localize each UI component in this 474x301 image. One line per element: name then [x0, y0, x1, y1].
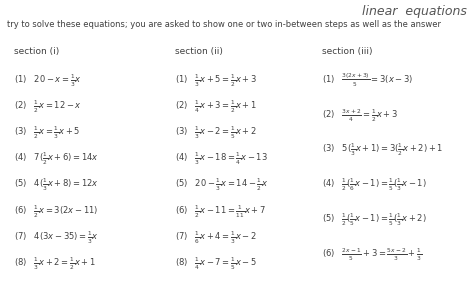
- Text: (1)   $20 - x = \frac{1}{3}x$: (1) $20 - x = \frac{1}{3}x$: [14, 72, 82, 88]
- Text: (2)   $\frac{3x + 2}{4} = \frac{1}{2}x + 3$: (2) $\frac{3x + 2}{4} = \frac{1}{2}x + 3…: [322, 107, 398, 123]
- Text: (8)   $\frac{1}{4}x - 7 = \frac{1}{5}x - 5$: (8) $\frac{1}{4}x - 7 = \frac{1}{5}x - 5…: [175, 256, 257, 272]
- Text: (3)   $\frac{1}{3}x - 2 = \frac{1}{5}x + 2$: (3) $\frac{1}{3}x - 2 = \frac{1}{5}x + 2…: [175, 125, 257, 141]
- Text: section (i): section (i): [14, 47, 59, 56]
- Text: (5)   $20 - \frac{1}{3}x = 14 - \frac{1}{2}x$: (5) $20 - \frac{1}{3}x = 14 - \frac{1}{2…: [175, 177, 269, 193]
- Text: (6)   $\frac{1}{2}x = 3(2x - 11)$: (6) $\frac{1}{2}x = 3(2x - 11)$: [14, 203, 99, 219]
- Text: (6)   $\frac{1}{2}x - 11 = \frac{1}{11}x + 7$: (6) $\frac{1}{2}x - 11 = \frac{1}{11}x +…: [175, 203, 266, 219]
- Text: (2)   $\frac{1}{2}x = 12 - x$: (2) $\frac{1}{2}x = 12 - x$: [14, 98, 82, 115]
- Text: (5)   $4(\frac{1}{3}x + 8) = 12x$: (5) $4(\frac{1}{3}x + 8) = 12x$: [14, 177, 99, 193]
- Text: (7)   $4(3x - 35) = \frac{1}{3}x$: (7) $4(3x - 35) = \frac{1}{3}x$: [14, 229, 99, 246]
- Text: (2)   $\frac{1}{4}x + 3 = \frac{1}{2}x + 1$: (2) $\frac{1}{4}x + 3 = \frac{1}{2}x + 1…: [175, 98, 257, 115]
- Text: (5)   $\frac{1}{2}(\frac{1}{5}x - 1) = \frac{1}{5}(\frac{1}{3}x + 2)$: (5) $\frac{1}{2}(\frac{1}{5}x - 1) = \fr…: [322, 212, 427, 228]
- Text: try to solve these equations; you are asked to show one or two in-between steps : try to solve these equations; you are as…: [7, 20, 441, 29]
- Text: (3)   $5(\frac{1}{3}x + 1) = 3(\frac{1}{2}x + 2) + 1$: (3) $5(\frac{1}{3}x + 1) = 3(\frac{1}{2}…: [322, 142, 444, 158]
- Text: (7)   $\frac{1}{6}x + 4 = \frac{1}{3}x - 2$: (7) $\frac{1}{6}x + 4 = \frac{1}{3}x - 2…: [175, 229, 257, 246]
- Text: (4)   $7(\frac{1}{2}x + 6) = 14x$: (4) $7(\frac{1}{2}x + 6) = 14x$: [14, 151, 99, 167]
- Text: linear  equations: linear equations: [362, 5, 467, 17]
- Text: (4)   $\frac{1}{3}x - 18 = \frac{1}{4}x - 13$: (4) $\frac{1}{3}x - 18 = \frac{1}{4}x - …: [175, 151, 268, 167]
- Text: (1)   $\frac{1}{3}x + 5 = \frac{1}{2}x + 3$: (1) $\frac{1}{3}x + 5 = \frac{1}{2}x + 3…: [175, 72, 257, 88]
- Text: (1)   $\frac{3(2x + 3)}{5} = 3(x - 3)$: (1) $\frac{3(2x + 3)}{5} = 3(x - 3)$: [322, 72, 414, 89]
- Text: section (iii): section (iii): [322, 47, 373, 56]
- Text: section (ii): section (ii): [175, 47, 223, 56]
- Text: (4)   $\frac{1}{2}(\frac{1}{6}x - 1) = \frac{1}{5}(\frac{1}{3}x - 1)$: (4) $\frac{1}{2}(\frac{1}{6}x - 1) = \fr…: [322, 177, 427, 193]
- Text: (3)   $\frac{1}{2}x = \frac{1}{3}x + 5$: (3) $\frac{1}{2}x = \frac{1}{3}x + 5$: [14, 125, 81, 141]
- Text: (8)   $\frac{1}{3}x + 2 = \frac{1}{2}x + 1$: (8) $\frac{1}{3}x + 2 = \frac{1}{2}x + 1…: [14, 256, 96, 272]
- Text: (6)   $\frac{2x - 1}{5} + 3 = \frac{5x - 2}{3} + \frac{1}{3}$: (6) $\frac{2x - 1}{5} + 3 = \frac{5x - 2…: [322, 247, 422, 263]
